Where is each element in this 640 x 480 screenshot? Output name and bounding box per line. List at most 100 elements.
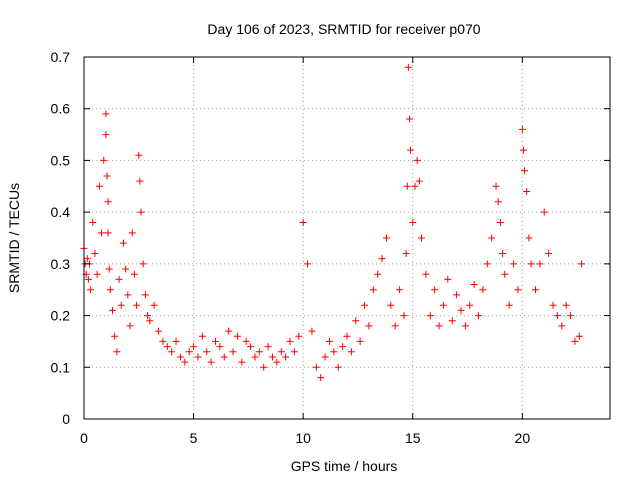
data-point [321,353,329,361]
data-point [146,317,154,325]
x-axis-title: GPS time / hours [291,458,398,474]
data-point [113,348,121,356]
data-point [387,301,395,309]
data-point [159,337,167,345]
data-point [404,63,412,71]
data-point [95,182,103,190]
data-point [378,255,386,263]
data-point [403,182,411,190]
data-point [286,337,294,345]
data-point [483,260,491,268]
data-point [391,322,399,330]
data-point [144,312,152,320]
data-point [518,125,526,133]
data-point [104,229,112,237]
data-point [233,332,241,340]
data-point [133,301,141,309]
data-point [119,239,127,247]
data-point [431,286,439,294]
data-point [466,301,474,309]
data-point [545,250,553,258]
data-point [369,286,377,294]
data-point [264,343,272,351]
data-point [317,374,325,382]
data-point [150,301,158,309]
data-point [540,208,548,216]
x-tick-label: 0 [80,430,88,446]
y-tick-label: 0.4 [51,204,71,220]
y-tick-label: 0.5 [51,152,71,168]
y-tick-label: 0.6 [51,101,71,117]
data-point [255,348,263,356]
data-point [334,363,342,371]
data-point [225,327,233,335]
data-point [439,301,447,309]
data-point [117,301,125,309]
chart-title: Day 106 of 2023, SRMTID for receiver p07… [207,21,480,37]
data-point [396,286,404,294]
data-point [87,286,95,294]
data-point [139,260,147,268]
data-point [108,306,116,314]
data-point [407,146,415,154]
y-tick-label: 0.2 [51,308,71,324]
x-tick-label: 5 [190,430,198,446]
data-point [155,327,163,335]
data-point [122,265,130,273]
data-point [83,255,91,263]
data-point [558,322,566,330]
data-point [339,343,347,351]
data-point [203,348,211,356]
data-point [488,234,496,242]
data-point [356,337,364,345]
data-point [98,229,106,237]
data-point [470,281,478,289]
data-point [411,182,419,190]
data-point [295,332,303,340]
y-axis-title: SRMTID / TECUs [6,183,22,293]
data-point [510,260,518,268]
data-point [418,234,426,242]
data-point [299,218,307,226]
data-point [499,250,507,258]
data-point [136,177,144,185]
x-tick-label: 20 [515,430,531,446]
data-point [578,260,586,268]
data-point [501,270,509,278]
data-point [415,177,423,185]
data-point [89,218,97,226]
data-point [523,187,531,195]
data-point [212,337,219,345]
data-point [374,270,382,278]
data-point [103,172,111,180]
data-point [426,312,434,320]
data-point [84,275,92,283]
data-point [102,110,110,118]
data-point [444,275,452,283]
data-point [163,343,171,351]
data-point [216,343,224,351]
data-point [220,353,228,361]
y-tick-label: 0.7 [51,49,71,65]
data-point [105,265,113,273]
data-point [168,348,176,356]
data-point [492,182,500,190]
data-point [330,348,338,356]
plot-frame [83,56,611,420]
data-point [457,306,465,314]
data-point [549,301,557,309]
data-point [126,322,134,330]
data-point [402,250,410,258]
data-point [400,312,408,320]
data-point [102,131,110,139]
data-point [137,208,145,216]
data-point [91,250,99,258]
data-point [100,156,108,164]
data-point [553,312,561,320]
data-point [405,115,413,123]
data-point [562,301,570,309]
data-point [536,260,544,268]
data-point [409,218,417,226]
data-point [242,337,250,345]
